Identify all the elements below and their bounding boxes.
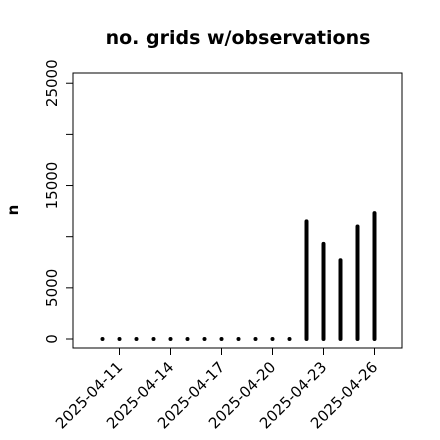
y-axis: 0 5000 15000 25000 [43, 59, 73, 344]
y-tick-label: 0 [43, 334, 61, 344]
bar [236, 337, 241, 341]
bar [134, 337, 139, 341]
y-tick-label: 15000 [43, 162, 61, 210]
y-axis-label: n [4, 205, 22, 216]
bar [219, 337, 224, 341]
bar [168, 337, 173, 341]
bar [270, 337, 275, 341]
chart-title: no. grids w/observations [106, 27, 371, 49]
x-axis: 2025-04-112025-04-142025-04-172025-04-20… [52, 348, 381, 432]
bar [185, 337, 190, 341]
y-tick-label: 5000 [43, 269, 61, 307]
bar [151, 337, 156, 341]
bars [100, 211, 377, 341]
bar [253, 337, 258, 341]
bar [202, 337, 207, 341]
plot-frame [72, 72, 403, 349]
bar [100, 337, 105, 341]
bar [117, 337, 122, 341]
y-tick-label: 25000 [43, 59, 61, 107]
bar [287, 337, 292, 341]
